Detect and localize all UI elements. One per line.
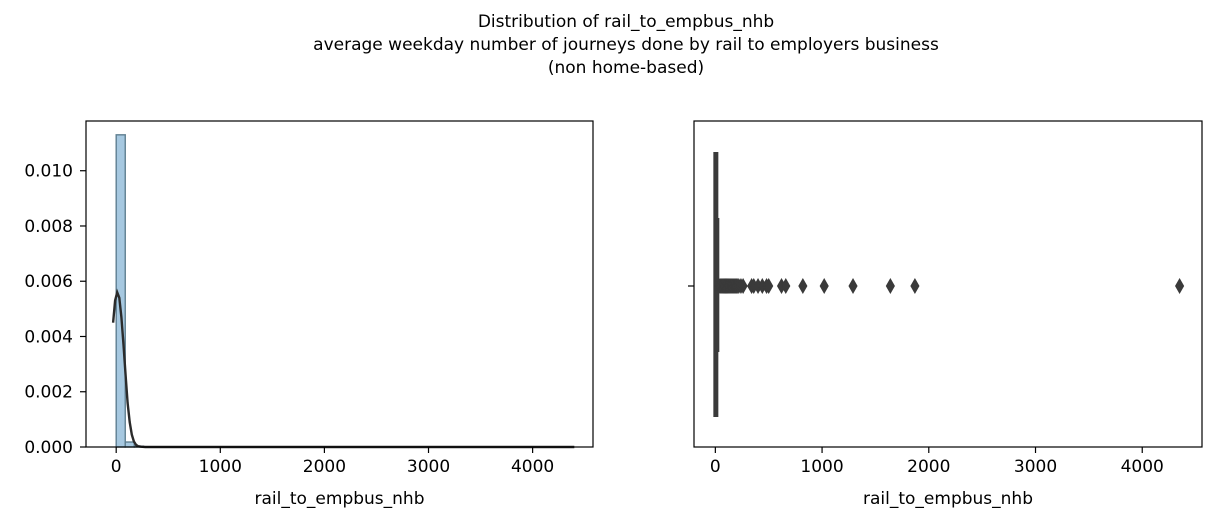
x-tick-label: 4000 (1121, 457, 1164, 477)
x-tick-label: 0 (710, 457, 721, 477)
outlier-point (798, 277, 808, 295)
outlier-point (910, 277, 920, 295)
x-tick-label: 0 (111, 457, 122, 477)
y-tick-label: 0.008 (24, 217, 73, 237)
y-tick-label: 0.002 (24, 383, 73, 403)
outlier-point (819, 277, 829, 295)
outlier-point (738, 277, 748, 295)
kde-line (111, 288, 575, 449)
x-axis-label: rail_to_empbus_nhb (255, 489, 425, 509)
histogram-panel: 0 1000 2000 3000 4000 0.000 0.002 0.004 0.006 0.0… (24, 120, 594, 509)
x-tick-label: 3000 (1014, 457, 1057, 477)
title-line-2: average weekday number of journeys done … (313, 35, 939, 55)
boxplot-axes-frame (693, 120, 1203, 448)
y-tick-label: 0.006 (24, 272, 73, 292)
y-tick-label: 0.004 (24, 327, 73, 347)
histogram-bar (124, 441, 136, 448)
title-line-1: Distribution of rail_to_empbus_nhb (477, 12, 775, 32)
outlier-point (885, 277, 895, 295)
y-tick-label: 0.010 (24, 162, 73, 182)
figure-title: Distribution of rail_to_empbus_nhb avera… (0, 11, 1216, 80)
x-tick-label: 4000 (511, 457, 554, 477)
outlier-point (1175, 277, 1185, 295)
x-tick-label: 1000 (199, 457, 242, 477)
outlier-point (781, 277, 791, 295)
x-tick-label: 2000 (907, 457, 950, 477)
outlier-point (764, 277, 774, 295)
title-line-3: (non home-based) (547, 58, 705, 78)
boxplot-panel: 0 1000 2000 3000 4000 rail_to_empbus_nhb (688, 120, 1203, 509)
histogram-axes-frame (85, 120, 594, 448)
x-axis-label: rail_to_empbus_nhb (863, 489, 1033, 509)
x-tick-label: 2000 (303, 457, 346, 477)
x-tick-label: 3000 (407, 457, 450, 477)
y-tick-label: 0.000 (24, 438, 73, 458)
outlier-point (848, 277, 858, 295)
x-tick-label: 1000 (800, 457, 843, 477)
